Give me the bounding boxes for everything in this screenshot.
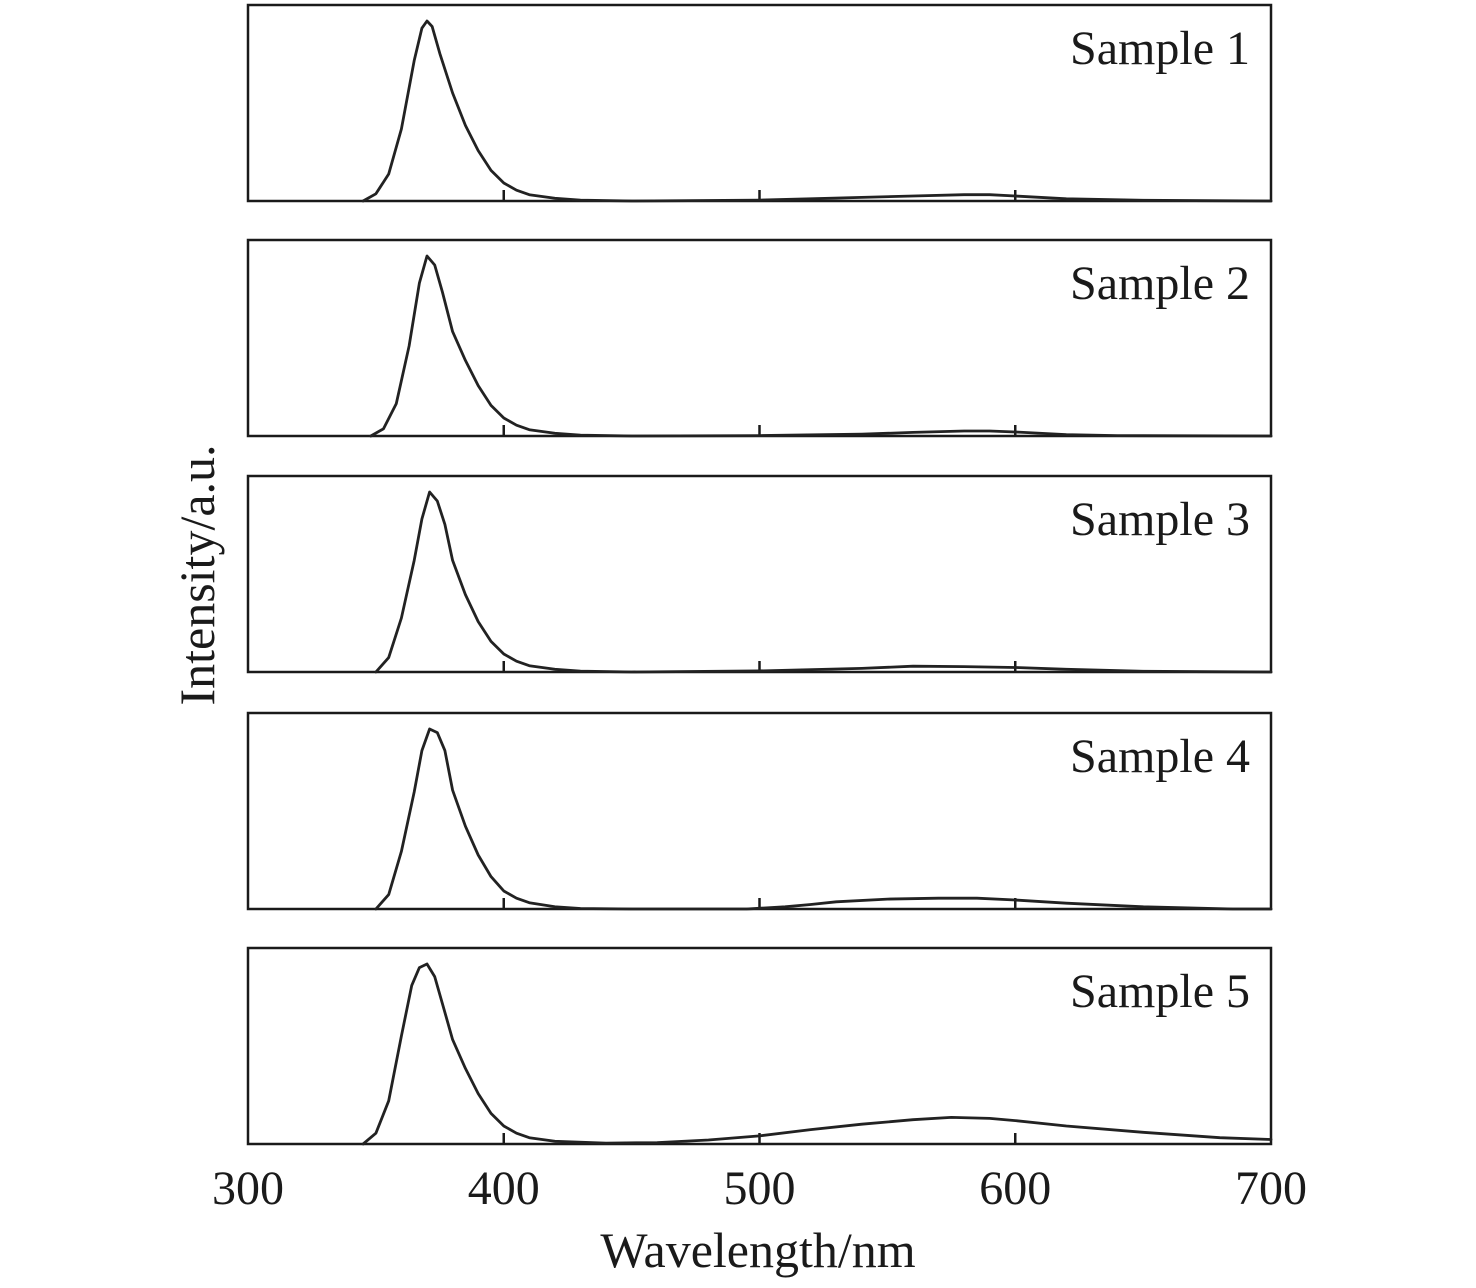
panel-label: Sample 3 <box>1070 493 1250 546</box>
y-axis-title: Intensity/a.u. <box>169 444 225 705</box>
panels: Sample 1 Sample 2 Sample 3 Sample 4 Sample 5 <box>246 3 1273 1146</box>
x-tick-label: 400 <box>468 1162 540 1215</box>
series-line-sample-1 <box>361 19 1273 203</box>
series-line-sample-2 <box>369 254 1273 438</box>
x-tick-label: 700 <box>1235 1162 1307 1215</box>
x-tick-label: 500 <box>724 1162 796 1215</box>
panel-label: Sample 2 <box>1070 257 1250 310</box>
panel-5: Sample 5 <box>246 946 1273 1146</box>
x-tick-label: 600 <box>979 1162 1051 1215</box>
panel-4: Sample 4 <box>246 711 1273 911</box>
x-axis-title: Wavelength/nm <box>600 1222 915 1278</box>
x-tick-labels: 300 400 500 600 700 <box>212 1162 1307 1215</box>
panel-label: Sample 4 <box>1070 730 1250 783</box>
panel-1: Sample 1 <box>246 3 1273 203</box>
panel-3: Sample 3 <box>246 474 1273 674</box>
x-tick-label: 300 <box>212 1162 284 1215</box>
panel-label: Sample 5 <box>1070 965 1250 1018</box>
series-line-sample-5 <box>361 962 1273 1146</box>
panel-label: Sample 1 <box>1070 22 1250 75</box>
series-line-sample-3 <box>374 490 1273 674</box>
series-line-sample-4 <box>374 727 1273 911</box>
panel-2: Sample 2 <box>246 238 1273 438</box>
